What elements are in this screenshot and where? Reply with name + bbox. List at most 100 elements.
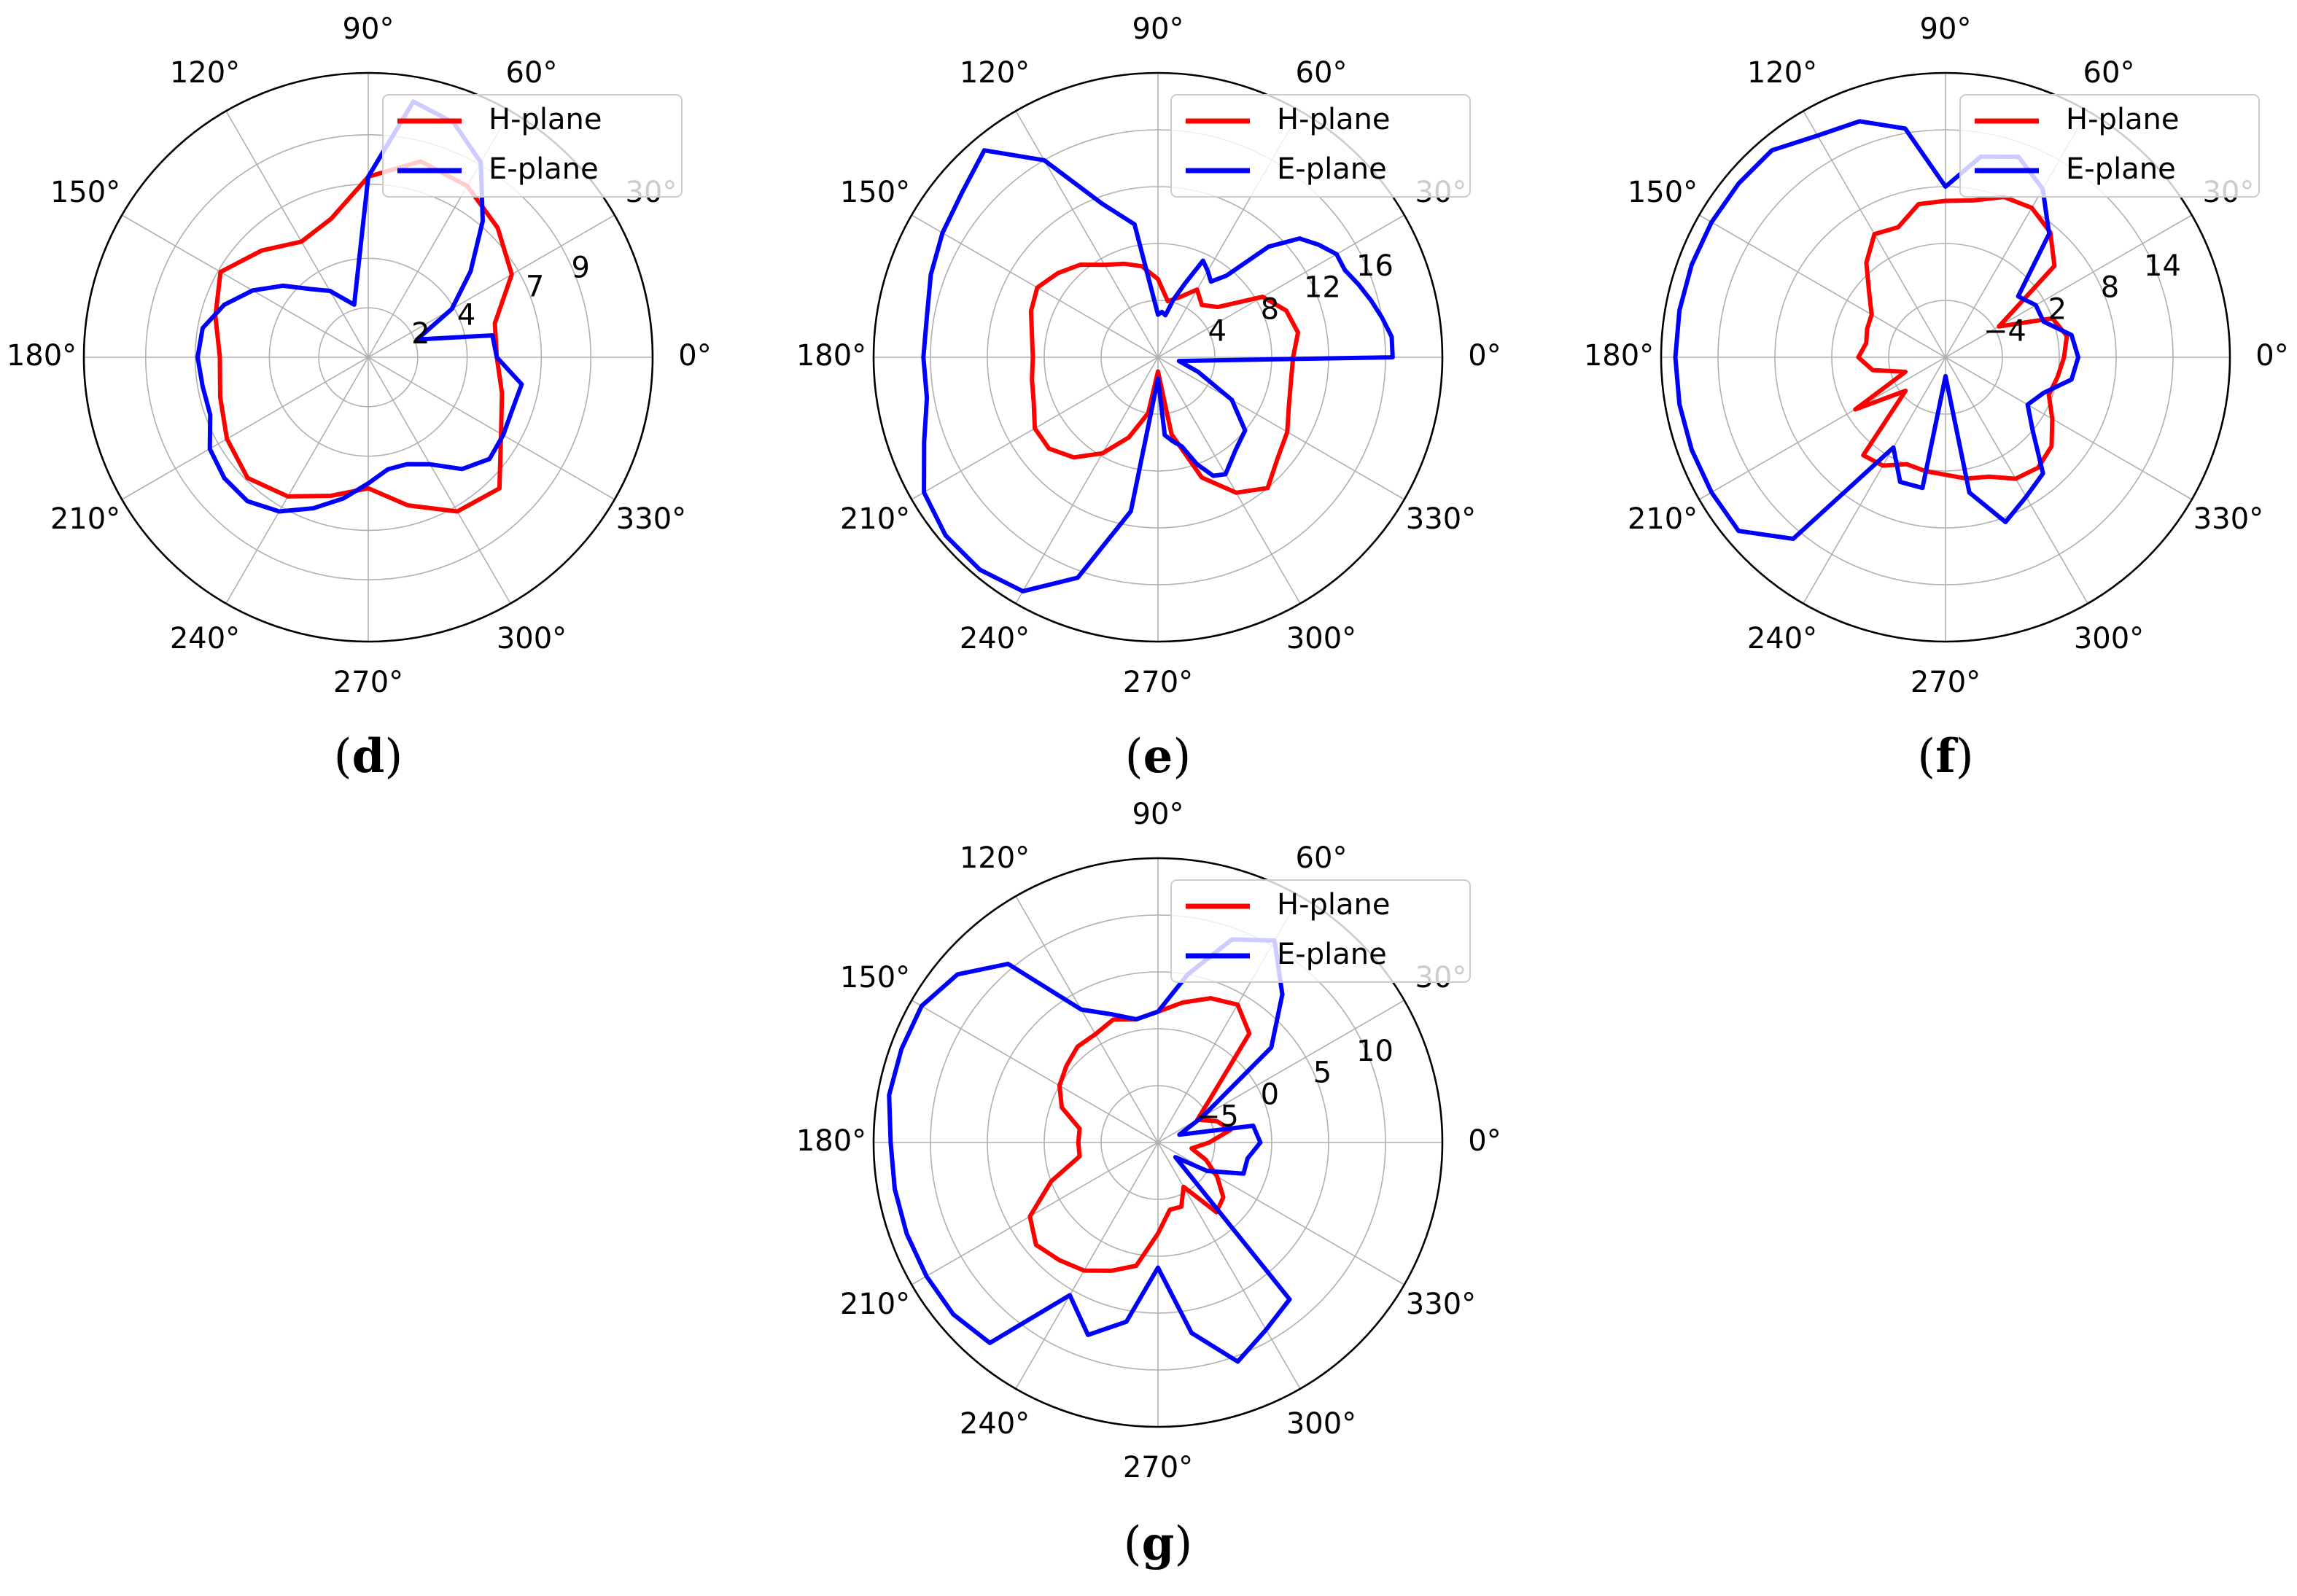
angle-tick-label: 330° <box>1406 502 1476 536</box>
angle-tick-label: 150° <box>840 961 910 994</box>
angle-tick-label: 210° <box>840 1288 910 1321</box>
angle-tick-label: 180° <box>796 339 866 373</box>
angle-tick-label: 330° <box>616 502 686 536</box>
angle-tick-label: 150° <box>50 176 120 209</box>
legend-label: H-plane <box>2066 103 2180 136</box>
legend-label: E-plane <box>1277 152 1387 186</box>
angle-tick-label: 120° <box>170 56 240 90</box>
legend-label: H-plane <box>1277 888 1391 922</box>
angular-gridline <box>1015 895 1159 1143</box>
angle-tick-label: 210° <box>1628 502 1698 536</box>
radial-tick-label: 14 <box>2144 249 2181 283</box>
legend-label: E-plane <box>489 152 599 186</box>
legend: H-plane E-plane <box>1170 879 1471 983</box>
angle-tick-label: 330° <box>2193 502 2263 536</box>
legend-label: H-plane <box>489 103 602 136</box>
angular-gridline <box>911 1000 1159 1143</box>
legend-label: E-plane <box>2066 152 2176 186</box>
angular-gridline <box>1698 357 1946 500</box>
angle-tick-label: 210° <box>840 502 910 536</box>
angle-tick-label: 90° <box>1132 798 1184 831</box>
series-line-h-plane <box>1027 996 1252 1273</box>
angle-tick-label: 90° <box>343 12 395 46</box>
legend: H-plane E-plane <box>1959 94 2260 198</box>
radial-tick-label: 12 <box>1304 271 1341 305</box>
angular-gridline <box>1157 357 1405 500</box>
angular-gridline <box>1015 1142 1159 1390</box>
angle-tick-label: 240° <box>960 1407 1030 1441</box>
radial-tick-label: 0 <box>1261 1078 1279 1111</box>
angle-tick-label: 300° <box>1286 622 1356 655</box>
radial-tick-label: 2 <box>2048 292 2067 326</box>
polar-panel-g: 0°30°60°90°120°150°180°210°240°270°300°3… <box>796 798 1501 1571</box>
angle-tick-label: 60° <box>1296 841 1348 875</box>
angle-tick-label: 0° <box>1468 339 1501 373</box>
angular-gridline <box>121 357 369 500</box>
angle-tick-label: 150° <box>1628 176 1698 209</box>
angle-tick-label: 180° <box>796 1124 866 1158</box>
polar-frame <box>1660 71 2231 643</box>
polar-frame <box>82 71 654 643</box>
angular-gridline <box>368 357 511 604</box>
radial-tick-label: 9 <box>571 251 589 284</box>
legend: H-plane E-plane <box>1170 94 1471 198</box>
angular-gridline <box>1945 214 2193 358</box>
panel-caption: (e) <box>1125 729 1192 784</box>
angle-tick-label: 240° <box>170 622 240 655</box>
angular-gridline <box>1015 110 1159 358</box>
angle-tick-label: 0° <box>678 339 711 373</box>
angle-tick-label: 180° <box>7 339 77 373</box>
legend: H-plane E-plane <box>382 94 683 198</box>
series-line-e-plane <box>921 148 1395 593</box>
angular-gridline <box>911 1142 1159 1285</box>
angular-gridline <box>1157 357 1301 604</box>
angle-tick-label: 120° <box>960 56 1030 90</box>
angular-gridline <box>1157 214 1405 358</box>
polar-panel-e: 0°30°60°90°120°150°180°210°240°270°300°3… <box>796 12 1501 784</box>
panel-caption: (f) <box>1917 729 1973 784</box>
series-line-h-plane <box>1853 195 2069 481</box>
angle-tick-label: 120° <box>1747 56 1817 90</box>
angle-tick-label: 210° <box>50 502 120 536</box>
angle-tick-label: 150° <box>840 176 910 209</box>
angle-tick-label: 270° <box>333 666 403 699</box>
angular-gridline <box>121 214 369 358</box>
polar-frame <box>872 71 1444 643</box>
angle-tick-label: 300° <box>1286 1407 1356 1441</box>
angle-tick-label: 180° <box>1584 339 1654 373</box>
angle-tick-label: 300° <box>2074 622 2144 655</box>
angular-gridline <box>911 214 1159 358</box>
panel-caption: (g) <box>1124 1517 1193 1571</box>
angle-tick-label: 0° <box>2255 339 2288 373</box>
polar-frame <box>872 857 1444 1428</box>
radial-tick-label: 4 <box>1208 314 1227 348</box>
radial-tick-label: 16 <box>1356 249 1394 283</box>
angular-gridline <box>368 214 615 358</box>
radial-tick-label: 10 <box>1356 1035 1394 1068</box>
angular-gridline <box>1157 1142 1301 1390</box>
angular-gridline <box>1803 357 1946 604</box>
legend-label: H-plane <box>1277 103 1391 136</box>
angle-tick-label: 270° <box>1123 666 1193 699</box>
polar-panel-f: 0°30°60°90°120°150°180°210°240°270°300°3… <box>1584 12 2289 784</box>
angular-gridline <box>1015 357 1159 604</box>
angle-tick-label: 240° <box>1747 622 1817 655</box>
angular-gridline <box>1698 214 1946 358</box>
panel-caption: (d) <box>334 729 403 784</box>
angle-tick-label: 60° <box>2083 56 2135 90</box>
angle-tick-label: 90° <box>1920 12 1972 46</box>
angle-tick-label: 270° <box>1123 1451 1193 1484</box>
angle-tick-label: 60° <box>506 56 558 90</box>
radial-tick-label: 5 <box>1313 1056 1332 1090</box>
angle-tick-label: 60° <box>1296 56 1348 90</box>
angle-tick-label: 120° <box>960 841 1030 875</box>
angular-gridline <box>368 357 615 500</box>
radial-tick-label: 2 <box>411 317 430 351</box>
angular-gridline <box>225 357 369 604</box>
legend-label: E-plane <box>1277 938 1387 971</box>
radial-tick-label: 8 <box>1261 292 1279 326</box>
radial-tick-label: 8 <box>2101 271 2119 305</box>
angular-gridline <box>1945 357 2193 500</box>
angle-tick-label: 0° <box>1468 1124 1501 1158</box>
